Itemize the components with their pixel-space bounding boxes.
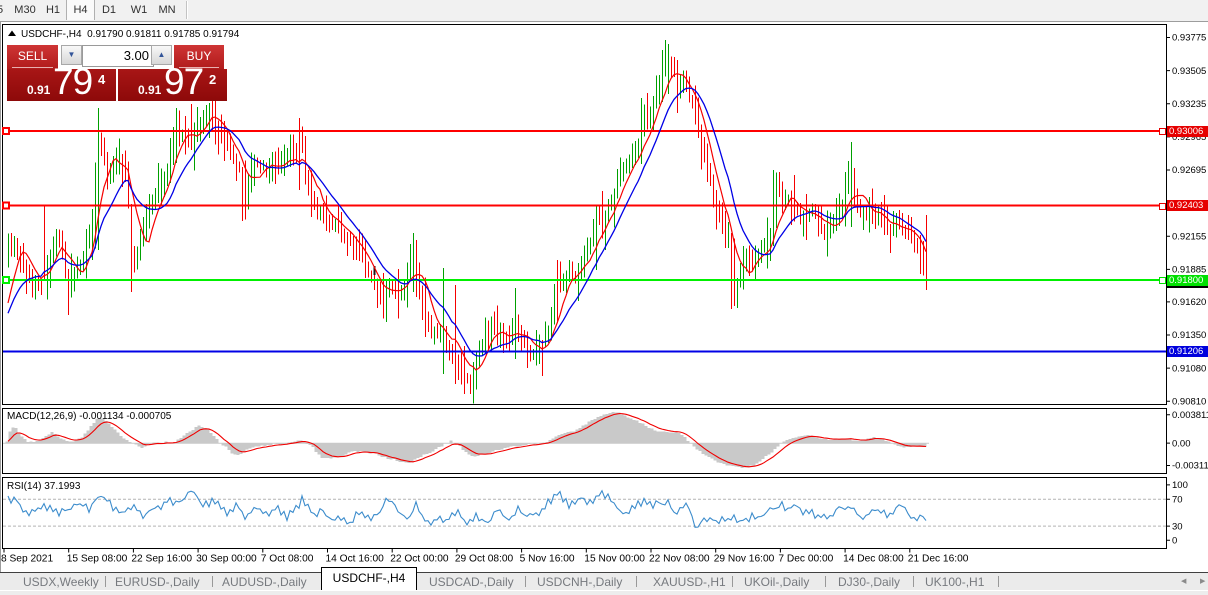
- svg-text:22 Oct 00:00: 22 Oct 00:00: [390, 554, 449, 565]
- svg-text:0.003811: 0.003811: [1172, 410, 1208, 421]
- svg-text:8 Sep 2021: 8 Sep 2021: [1, 554, 53, 565]
- svg-text:0.92155: 0.92155: [1172, 232, 1206, 243]
- svg-text:-0.003115: -0.003115: [1172, 461, 1208, 472]
- svg-text:0.91080: 0.91080: [1172, 363, 1206, 374]
- svg-text:30 Sep 00:00: 30 Sep 00:00: [196, 554, 257, 565]
- svg-text:70: 70: [1172, 494, 1183, 505]
- svg-text:29 Nov 16:00: 29 Nov 16:00: [714, 554, 775, 565]
- svg-text:0.92965: 0.92965: [1172, 132, 1206, 143]
- svg-text:7 Oct 08:00: 7 Oct 08:00: [261, 554, 314, 565]
- svg-text:0.90810: 0.90810: [1172, 397, 1206, 408]
- svg-text:0.93235: 0.93235: [1172, 99, 1206, 110]
- svg-text:0.91620: 0.91620: [1172, 297, 1206, 308]
- svg-text:0.00: 0.00: [1172, 438, 1191, 449]
- svg-text:MACD(12,26,9) -0.001134 -0.000: MACD(12,26,9) -0.001134 -0.000705: [7, 411, 172, 422]
- svg-text:30: 30: [1172, 521, 1183, 532]
- svg-text:15 Nov 00:00: 15 Nov 00:00: [584, 554, 645, 565]
- svg-text:29 Oct 08:00: 29 Oct 08:00: [455, 554, 514, 565]
- svg-text:22 Sep 16:00: 22 Sep 16:00: [131, 554, 192, 565]
- svg-text:5 Nov 16:00: 5 Nov 16:00: [520, 554, 575, 565]
- svg-text:0.93505: 0.93505: [1172, 66, 1206, 77]
- svg-text:7 Dec 00:00: 7 Dec 00:00: [778, 554, 833, 565]
- svg-text:100: 100: [1172, 480, 1188, 491]
- svg-text:21 Dec 16:00: 21 Dec 16:00: [908, 554, 969, 565]
- svg-text:15 Sep 08:00: 15 Sep 08:00: [67, 554, 128, 565]
- svg-text:22 Nov 08:00: 22 Nov 08:00: [649, 554, 710, 565]
- svg-text:RSI(14) 37.1993: RSI(14) 37.1993: [7, 481, 81, 492]
- svg-text:0.93775: 0.93775: [1172, 33, 1206, 44]
- svg-text:0.92695: 0.92695: [1172, 165, 1206, 176]
- svg-text:0.91350: 0.91350: [1172, 330, 1206, 341]
- svg-text:14 Dec 08:00: 14 Dec 08:00: [843, 554, 904, 565]
- svg-text:0: 0: [1172, 535, 1177, 546]
- svg-text:14 Oct 16:00: 14 Oct 16:00: [326, 554, 385, 565]
- svg-text:USDCHF-,H4 0.91790 0.91811 0.: USDCHF-,H4 0.91790 0.91811 0.91785 0.917…: [21, 29, 240, 40]
- svg-text:0.91885: 0.91885: [1172, 265, 1206, 276]
